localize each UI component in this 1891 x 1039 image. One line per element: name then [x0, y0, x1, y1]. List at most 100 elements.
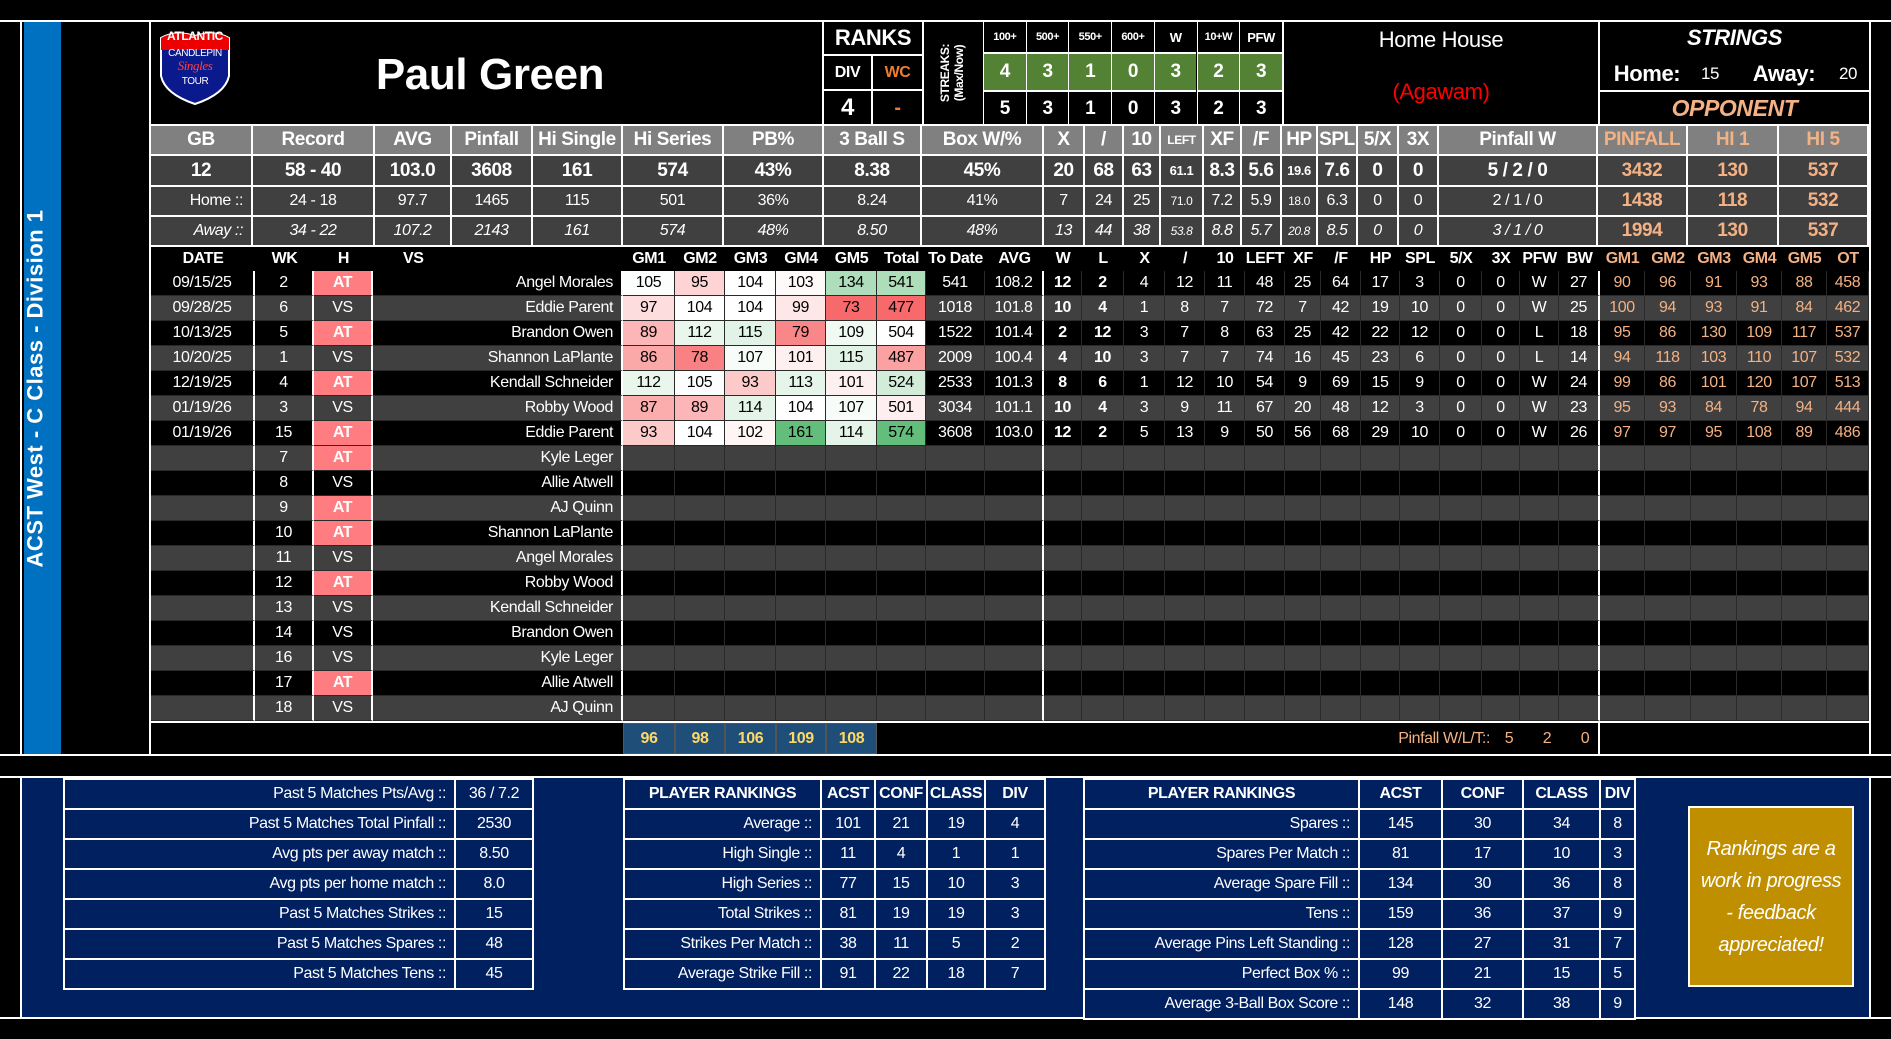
games-cell: Allie Atwell: [373, 471, 623, 496]
rankings-cell: Total Strikes ::: [623, 898, 822, 930]
games-cell: 10: [1044, 296, 1082, 321]
rankings-cell: 5: [1599, 958, 1636, 990]
games-empty-cell: [1520, 546, 1559, 571]
games-empty-cell: [1827, 696, 1869, 721]
games-empty-cell: [1082, 571, 1124, 596]
games-cell: 95: [1600, 396, 1645, 421]
games-empty-cell: [877, 621, 926, 646]
past5-value: 48: [454, 928, 534, 960]
games-empty-cell: [1600, 621, 1645, 646]
games-cell: 107: [725, 346, 776, 371]
games-empty-cell: [985, 646, 1044, 671]
streak-now: 0: [1111, 90, 1154, 125]
logo-text: CANDLEPIN: [168, 47, 222, 59]
games-empty-cell: [1440, 571, 1482, 596]
summary-cell: 20.8: [1282, 217, 1318, 247]
summary-cell: 20: [1044, 156, 1085, 187]
games-empty-cell: [1600, 696, 1645, 721]
games-cell: 68: [1321, 421, 1361, 446]
summary-cell: 19.6: [1282, 156, 1318, 187]
rankings-cell: 37: [1522, 898, 1601, 930]
games-empty-cell: [1205, 571, 1245, 596]
games-cell: [151, 471, 255, 496]
games-cell: [151, 621, 255, 646]
summary-cell: 0: [1358, 187, 1399, 217]
games-cell: 101.4: [985, 321, 1044, 346]
games-cell: Brandon Owen: [373, 621, 623, 646]
game-average: 106: [725, 723, 776, 754]
games-empty-cell: [623, 646, 675, 671]
summary-cell: 24 - 18: [253, 187, 375, 217]
games-cell: 458: [1827, 271, 1869, 296]
games-empty-cell: [1782, 646, 1827, 671]
summary-cell: 161: [533, 156, 623, 187]
games-cell: 7: [1165, 321, 1205, 346]
games-cell: 22: [1361, 321, 1400, 346]
games-cell: 3: [1400, 396, 1440, 421]
games-empty-cell: [877, 696, 926, 721]
games-cell: Kendall Schneider: [373, 596, 623, 621]
games-empty-cell: [1737, 496, 1782, 521]
games-cell: 90: [1600, 271, 1645, 296]
games-cell: 99: [1600, 371, 1645, 396]
games-cell: 462: [1827, 296, 1869, 321]
games-empty-cell: [1361, 646, 1400, 671]
games-empty-cell: [1124, 546, 1165, 571]
games-cell: 45: [1321, 346, 1361, 371]
games-empty-cell: [985, 596, 1044, 621]
games-empty-cell: [926, 696, 985, 721]
games-cell: 89: [1782, 421, 1827, 446]
games-cell: 72: [1245, 296, 1285, 321]
past5-label: Past 5 Matches Strikes ::: [63, 898, 456, 930]
games-empty-cell: [776, 596, 826, 621]
games-empty-cell: [1827, 521, 1869, 546]
games-cell: 9: [1400, 371, 1440, 396]
games-empty-cell: [1400, 471, 1440, 496]
games-cell: 7: [1285, 296, 1321, 321]
games-empty-cell: [1737, 671, 1782, 696]
games-empty-cell: [985, 621, 1044, 646]
games-cell: 120: [1737, 371, 1782, 396]
games-empty-cell: [1044, 671, 1082, 696]
games-cell: [151, 546, 255, 571]
rankings-cell: 17: [1441, 838, 1524, 870]
games-empty-cell: [1165, 446, 1205, 471]
game-average: 98: [675, 723, 725, 754]
summary-cell: 5.7: [1242, 217, 1282, 247]
games-empty-cell: [1124, 571, 1165, 596]
games-empty-cell: [985, 671, 1044, 696]
games-cell: 42: [1321, 296, 1361, 321]
games-empty-cell: [1559, 621, 1600, 646]
games-cell: 107: [826, 396, 877, 421]
summary-header: SPL: [1318, 126, 1358, 156]
games-empty-cell: [826, 671, 877, 696]
games-empty-cell: [1361, 446, 1400, 471]
games-cell: 114: [725, 396, 776, 421]
games-cell: 8: [1205, 321, 1245, 346]
summary-cell: 8.38: [824, 156, 922, 187]
games-cell: 0: [1482, 396, 1520, 421]
games-cell: 9: [1285, 371, 1321, 396]
summary-cell: 24: [1085, 187, 1124, 217]
games-empty-cell: [1245, 696, 1285, 721]
summary-cell: 36%: [724, 187, 824, 217]
past5-label: Avg pts per away match ::: [63, 838, 456, 870]
games-cell: 67: [1245, 396, 1285, 421]
strings-home-label: Home:: [1613, 61, 1681, 86]
games-empty-cell: [1165, 471, 1205, 496]
summary-cell: 8.50: [824, 217, 922, 247]
games-empty-cell: [1645, 646, 1691, 671]
rankings-cell: Spares ::: [1083, 808, 1360, 840]
games-empty-cell: [1361, 496, 1400, 521]
rankings-cell: 19: [926, 898, 986, 930]
games-cell: 13: [1165, 421, 1205, 446]
summary-cell: 537: [1779, 217, 1869, 247]
rankings-cell: 22: [874, 958, 928, 990]
games-empty-cell: [877, 496, 926, 521]
games-empty-cell: [985, 496, 1044, 521]
rankings-cell: 145: [1358, 808, 1443, 840]
games-cell: 110: [1737, 346, 1782, 371]
games-empty-cell: [877, 471, 926, 496]
summary-cell: 3608: [452, 156, 533, 187]
games-cell: 10: [1044, 396, 1082, 421]
